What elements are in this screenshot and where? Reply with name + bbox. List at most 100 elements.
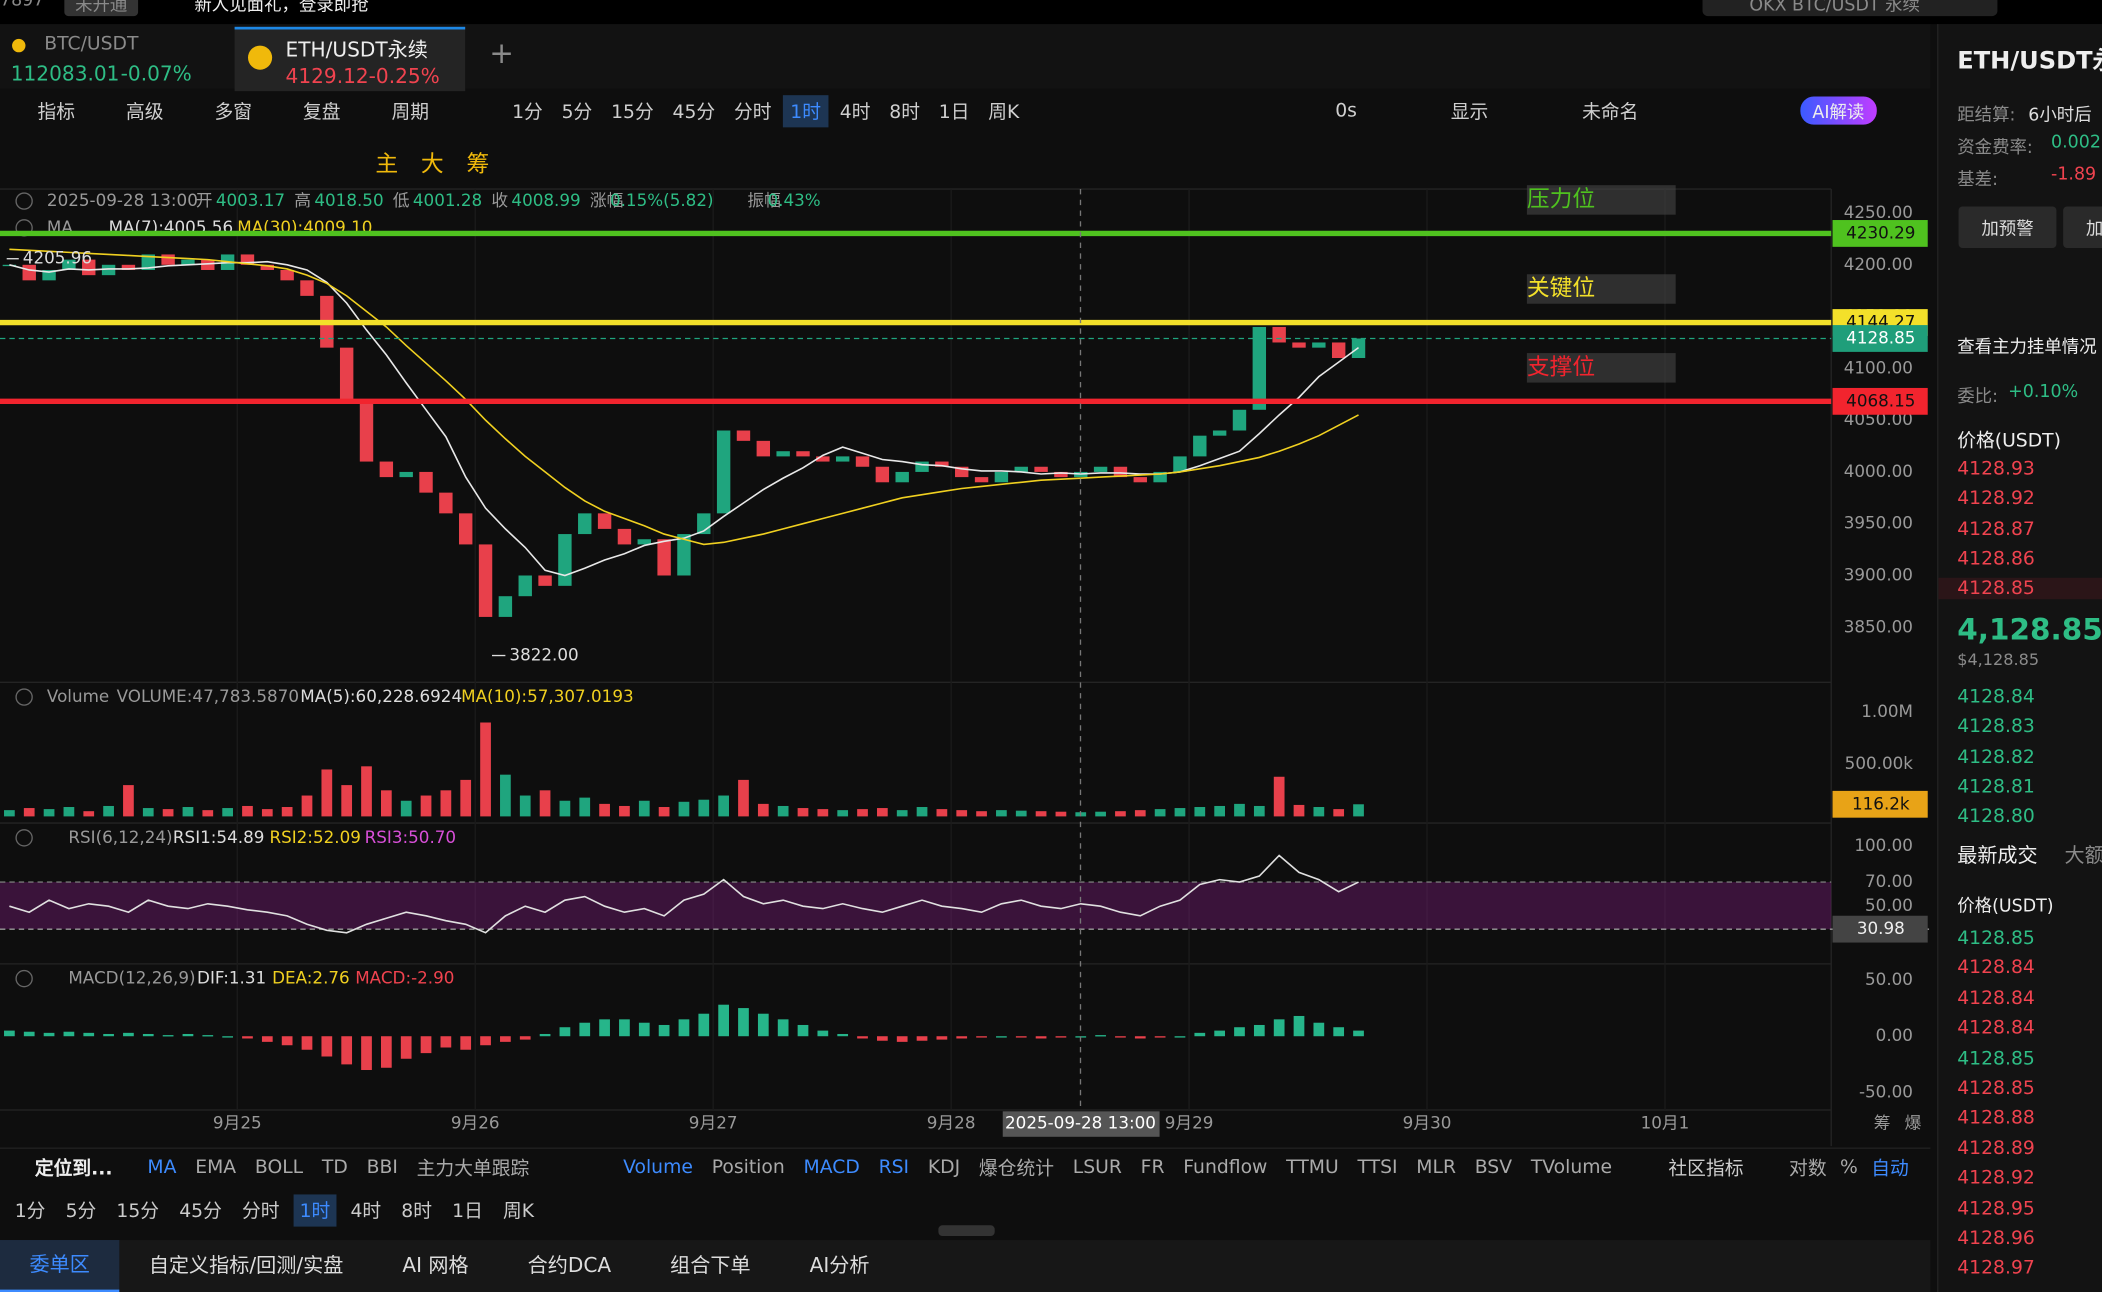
period[interactable]: 1分 <box>512 101 543 124</box>
toolbar-item[interactable]: 未命名 <box>1582 101 1639 124</box>
volume-bar <box>202 810 214 817</box>
account[interactable]: 未开通 <box>64 0 139 17</box>
macd-bar <box>1333 1027 1345 1037</box>
volume-bar <box>797 808 809 817</box>
period[interactable]: 45分 <box>672 101 716 124</box>
sub-indicator[interactable]: BSV <box>1474 1156 1513 1179</box>
toolbar-item[interactable]: 周期 <box>391 101 429 124</box>
macd-bar <box>1273 1019 1285 1037</box>
info-value: 4001.28 <box>413 190 482 210</box>
candle <box>459 513 473 545</box>
bottom-tab[interactable]: 自定义指标/回测/实盘 <box>148 1253 344 1278</box>
sub-indicator[interactable]: Volume <box>623 1156 693 1179</box>
main-indicator[interactable]: EMA <box>195 1156 237 1179</box>
add-tab[interactable]: + <box>489 37 515 72</box>
macd-bar <box>916 1036 928 1041</box>
toggle <box>15 829 33 847</box>
period[interactable]: 分时 <box>733 101 772 124</box>
y-tick-label: 3900.00 <box>1844 564 1913 584</box>
sub-indicator[interactable]: Position <box>711 1156 785 1179</box>
draw-tool[interactable]: 大 <box>420 150 444 178</box>
main-indicator[interactable]: TD <box>321 1156 348 1179</box>
toggle <box>15 688 33 706</box>
candle <box>82 259 96 276</box>
main-indicator[interactable]: MA <box>147 1156 177 1179</box>
promo[interactable]: 新人见面礼，登录即抢 <box>194 0 369 17</box>
period[interactable]: 8时 <box>889 101 920 124</box>
search[interactable]: OKX BTC/USDT 永续 <box>1702 0 1998 17</box>
sub-indicator[interactable]: 爆仓统计 <box>978 1158 1054 1180</box>
toolbar-item[interactable]: 0s <box>1335 100 1357 122</box>
toolbar-item[interactable]: 多窗 <box>214 101 253 124</box>
period[interactable]: 1时 <box>782 95 830 128</box>
period[interactable]: 5分 <box>65 1201 97 1223</box>
volume-bar <box>162 809 174 817</box>
toolbar-item[interactable]: 高级 <box>126 101 164 124</box>
toolbar-item[interactable]: 复盘 <box>302 101 341 124</box>
period[interactable]: 1时 <box>292 1194 338 1227</box>
main-indicator[interactable]: BBI <box>366 1156 398 1179</box>
period[interactable]: 15分 <box>116 1201 160 1223</box>
toolbar-item[interactable]: 显示 <box>1450 101 1489 124</box>
bottom-tab[interactable]: 委单区 <box>0 1240 120 1292</box>
community[interactable]: 社区指标 <box>1668 1158 1744 1180</box>
period[interactable]: 45分 <box>179 1201 222 1223</box>
macd-bar <box>638 1022 650 1037</box>
candle <box>1212 430 1227 436</box>
locate[interactable]: 定位到... <box>34 1158 113 1180</box>
side-text: 4128.85 <box>1957 1047 2035 1070</box>
period[interactable]: 4时 <box>839 101 871 124</box>
sub-indicator[interactable]: MACD <box>803 1156 860 1179</box>
period[interactable]: 周K <box>988 101 1020 124</box>
sub-indicator[interactable]: RSI <box>878 1156 910 1179</box>
draw-tool[interactable]: 主 <box>375 150 399 178</box>
bottom-tab[interactable]: AI 网格 <box>402 1253 469 1278</box>
legend: RSI2:52.09 <box>269 827 360 847</box>
tab-active[interactable]: ETH/USDT永续 4129.12 -0.25% <box>234 26 466 92</box>
main-indicator[interactable]: BOLL <box>254 1156 304 1179</box>
period[interactable]: 5分 <box>561 101 593 124</box>
draw-tool[interactable]: 筹 <box>466 150 490 178</box>
sub-indicator[interactable]: LSUR <box>1072 1156 1122 1179</box>
period[interactable]: 分时 <box>241 1201 280 1223</box>
macd-bar <box>738 1008 749 1037</box>
bottom-tab[interactable]: 组合下单 <box>670 1253 751 1278</box>
period[interactable]: 1分 <box>14 1201 46 1223</box>
volume-bar <box>1035 811 1047 817</box>
period[interactable]: 周K <box>502 1201 535 1223</box>
candle <box>776 451 790 457</box>
macd-bar <box>956 1036 968 1039</box>
bottom-tab[interactable]: 合约DCA <box>527 1253 612 1278</box>
period[interactable]: 4时 <box>350 1201 382 1223</box>
sub-indicator[interactable]: Fundflow <box>1183 1156 1268 1179</box>
side-text: 4128.83 <box>1957 716 2035 738</box>
option[interactable]: % <box>1840 1156 1858 1179</box>
sub-indicator[interactable]: TTSI <box>1357 1156 1398 1179</box>
tab[interactable]: BTC/USDT 112083.01 -0.07% <box>0 27 231 89</box>
sub-indicator[interactable]: MLR <box>1416 1156 1456 1179</box>
toolbar-item[interactable]: 指标 <box>37 101 76 124</box>
period[interactable]: 8时 <box>401 1201 433 1223</box>
macd-bar <box>400 1036 412 1059</box>
option[interactable]: 自动 <box>1871 1158 1909 1180</box>
side-text: 4128.85 <box>1938 578 2102 600</box>
sub-indicator[interactable]: KDJ <box>927 1156 961 1179</box>
ai-button[interactable]: AI解读 <box>1800 96 1877 125</box>
sub-indicator[interactable]: FR <box>1140 1156 1165 1179</box>
period[interactable]: 1日 <box>938 101 970 124</box>
sub-indicator[interactable]: TTMU <box>1286 1156 1339 1179</box>
volume-bar <box>956 810 968 817</box>
sub-indicator[interactable]: TVolume <box>1530 1156 1613 1179</box>
candle <box>736 430 751 441</box>
tab-symbol: ETH/USDT永续 <box>285 37 428 62</box>
option[interactable]: 对数 <box>1789 1158 1827 1180</box>
period[interactable]: 1日 <box>452 1201 483 1223</box>
macd-bar <box>361 1036 372 1071</box>
macd-bar <box>996 1036 1007 1038</box>
volume-bar <box>1055 811 1067 817</box>
main-indicator[interactable]: 主力大单跟踪 <box>416 1158 530 1180</box>
period[interactable]: 15分 <box>611 101 654 124</box>
volume-bar <box>757 803 769 817</box>
candle <box>280 269 294 281</box>
bottom-tab[interactable]: AI分析 <box>809 1253 870 1278</box>
